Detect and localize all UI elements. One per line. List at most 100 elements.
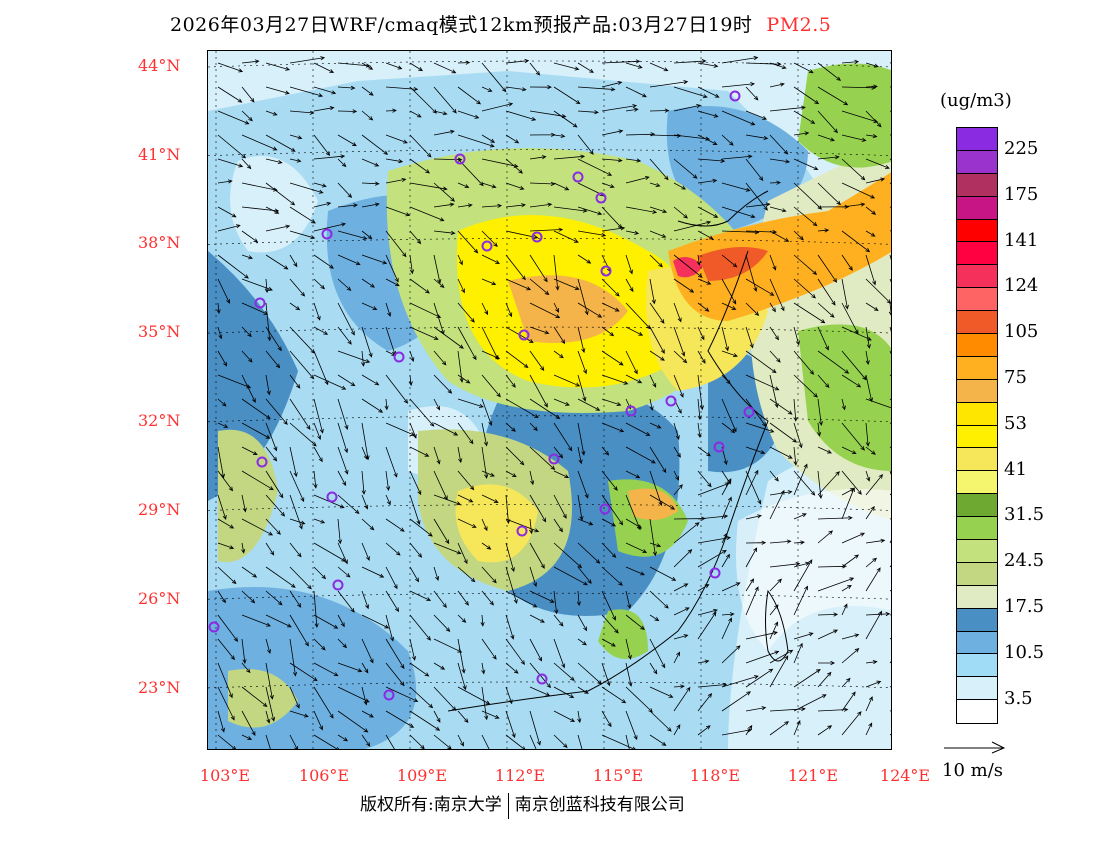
legend-unit: (ug/m3) (940, 90, 1012, 111)
wind-arrow (625, 710, 638, 741)
wind-arrow (337, 494, 360, 515)
wind-arrow (289, 614, 309, 647)
wind-arrow (385, 62, 403, 70)
wind-arrow (313, 254, 334, 269)
wind-arrow (721, 254, 738, 268)
wind-arrow (265, 254, 289, 270)
wind-arrow (817, 515, 853, 520)
wind-arrow (793, 642, 803, 664)
wind-arrow (865, 398, 891, 409)
wind-arrow (433, 202, 455, 208)
wind-arrow (553, 86, 581, 105)
wind-arrow (265, 710, 271, 724)
wind-arrow (841, 677, 851, 688)
wind-arrow (697, 86, 720, 98)
wind-arrow (409, 206, 445, 222)
wind-arrow (361, 158, 380, 167)
legend-swatch (957, 379, 997, 403)
title-text: 2026年03月27日WRF/cmaq模式12km预报产品:03月27日19时 (170, 14, 753, 36)
wind-arrow (601, 158, 623, 163)
wind-arrow (769, 158, 791, 164)
wind-arrow (553, 302, 559, 313)
wind-arrow (409, 590, 432, 601)
wind-arrow (385, 278, 400, 287)
wind-arrow (841, 446, 857, 454)
legend-swatch (957, 471, 997, 495)
wind-arrow (361, 326, 373, 358)
wind-arrow (241, 398, 271, 420)
wind-arrow (385, 494, 391, 506)
wind-arrow (265, 422, 278, 452)
wind-arrow (217, 86, 243, 103)
wind-arrow (625, 107, 639, 112)
wind-arrow (217, 278, 230, 304)
wind-arrow (865, 158, 890, 169)
wind-arrow (721, 645, 741, 664)
wind-arrow (505, 662, 519, 674)
wind-arrow (745, 446, 766, 455)
wind-arrow (745, 422, 775, 433)
wind-arrow (217, 662, 233, 699)
wind-arrow (265, 734, 271, 749)
wind-arrow (865, 446, 876, 455)
legend-swatch (957, 425, 997, 449)
wind-arrow (745, 278, 775, 296)
wind-arrow (433, 110, 448, 116)
wind-arrow (409, 542, 423, 558)
wind-arrow (289, 494, 303, 530)
wind-arrow (289, 590, 302, 608)
wind-arrow (817, 182, 841, 206)
wind-arrow (769, 604, 779, 616)
wind-arrow (721, 350, 738, 358)
wind-arrow (721, 478, 732, 496)
wind-arrow (289, 638, 298, 677)
wind-arrow (625, 326, 644, 336)
wind-arrow (529, 494, 547, 523)
wind-arrow (409, 326, 439, 340)
wind-arrow (265, 206, 280, 214)
wind-arrow (577, 206, 603, 216)
wind-arrow (409, 86, 438, 114)
wind-arrow (553, 350, 564, 359)
wind-arrow (217, 326, 223, 340)
wind-arrow (601, 374, 629, 385)
legend-swatch (957, 265, 997, 289)
wind-arrow (697, 470, 712, 488)
wind-arrow (529, 470, 535, 486)
wind-arrow (529, 566, 538, 588)
lon-label-115e: 115°E (592, 766, 644, 785)
wind-arrow (769, 302, 776, 313)
wind-arrow (481, 662, 486, 675)
legend-swatch (957, 288, 997, 312)
wind-arrow (649, 278, 656, 305)
wind-arrow (817, 612, 839, 617)
wind-arrow (576, 590, 581, 607)
wind-arrow (553, 278, 580, 290)
wind-arrow (817, 530, 834, 544)
wind-arrow (289, 110, 315, 115)
wind-arrow (457, 470, 475, 491)
wind-arrow (505, 518, 540, 533)
wind-arrow (817, 374, 830, 389)
wind-arrow (289, 254, 298, 268)
wind-arrow (265, 398, 288, 425)
wind-arrow (745, 630, 778, 640)
wind-arrow (769, 578, 782, 592)
city-marker (600, 265, 612, 277)
city-marker (393, 351, 405, 363)
wind-arrow (553, 734, 568, 749)
wind-arrow (217, 470, 234, 492)
wind-arrow (625, 542, 648, 553)
wind-arrow (313, 106, 335, 112)
wind-arrow (361, 590, 370, 610)
wind-arrow (337, 302, 355, 336)
wind-arrow (529, 155, 547, 160)
lon-label-109e: 109°E (396, 766, 448, 785)
wind-arrow (313, 422, 322, 440)
wind-arrow (313, 446, 323, 463)
wind-arrow (673, 634, 689, 640)
lat-label-23n: 23°N (138, 678, 181, 697)
wind-arrow (721, 82, 755, 88)
wind-arrow (553, 470, 570, 479)
wind-arrow (241, 182, 278, 192)
